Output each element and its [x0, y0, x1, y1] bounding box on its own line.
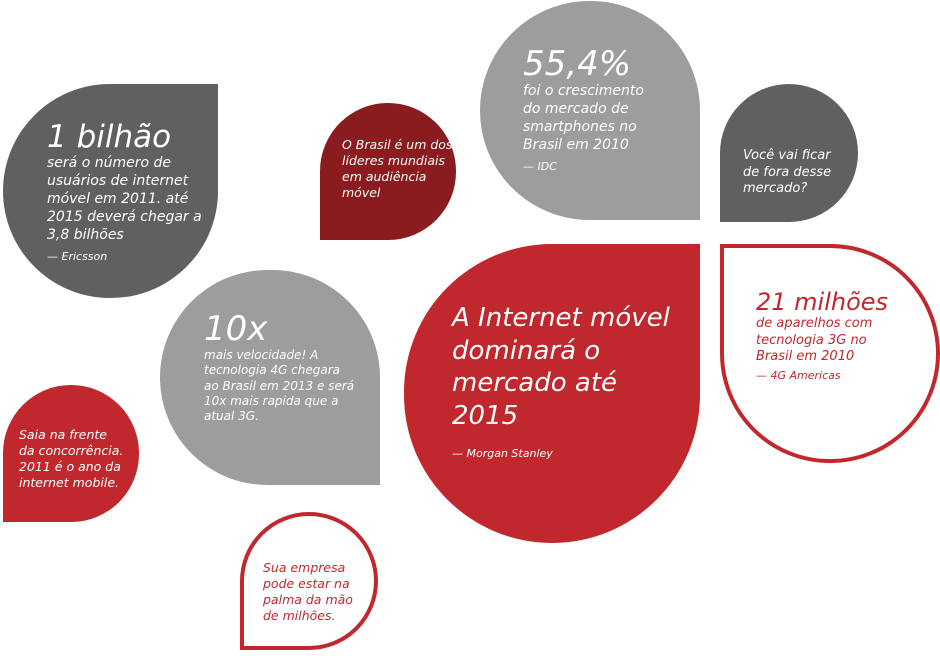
bubble-10x-headline: 10x	[204, 309, 268, 349]
bubble-lideres-line: O Brasil é um dos	[342, 137, 453, 152]
bubble-1-bilhao-line: será o número de	[47, 155, 171, 171]
bubble-21-milhoes-line: Brasil em 2010	[756, 349, 855, 365]
bubble-1-bilhao-line: 3,8 bilhões	[47, 226, 124, 243]
bubble-21-milhoes-source: — 4G Americas	[756, 368, 841, 382]
bubble-fora-line: de fora desse	[743, 164, 832, 180]
bubble-fora: Você vai ficar de fora desse mercado?	[720, 84, 858, 222]
bubble-55-4-headline: 55,4%	[523, 44, 632, 84]
bubble-10x-line: ao Brasil em 2013 e será	[204, 378, 355, 393]
bubble-1-bilhao-line: usuários de internet	[47, 172, 189, 189]
bubble-sua-empresa-line: pode estar na	[263, 576, 350, 591]
bubble-sua-empresa-line: palma da mão	[263, 592, 353, 607]
bubble-1-bilhao: 1 bilhão será o número de usuários de in…	[3, 84, 218, 298]
bubble-saia-frente-line: internet mobile.	[19, 475, 119, 490]
bubble-1-bilhao-headline: 1 bilhão	[47, 119, 172, 155]
bubble-21-milhoes: 21 milhões de aparelhos com tecnologia 3…	[720, 244, 940, 463]
bubble-10x-line: atual 3G.	[204, 409, 259, 424]
bubble-lideres-line: em audiência	[342, 169, 427, 184]
bubble-saia-frente-line: Saia na frente	[19, 427, 108, 442]
bubble-fora-line: mercado?	[743, 181, 808, 197]
bubble-1-bilhao-source: — Ericsson	[47, 249, 108, 263]
bubble-1-bilhao-line: móvel em 2011. até	[47, 190, 189, 207]
bubble-10x-line: tecnologia 4G chegara	[204, 363, 341, 378]
bubble-21-milhoes-line: de aparelhos com	[756, 316, 873, 331]
bubble-10x-line: 10x mais rapida que a	[204, 394, 339, 409]
bubble-sua-empresa-line: de milhões.	[263, 608, 336, 623]
bubble-lideres: O Brasil é um dos líderes mundiais em au…	[320, 103, 456, 240]
bubble-55-4-line: smartphones no	[523, 118, 637, 135]
bubble-10x: 10x mais velocidade! A tecnologia 4G che…	[160, 270, 380, 485]
bubble-sua-empresa: Sua empresa pode estar na palma da mão d…	[240, 512, 378, 650]
bubble-21-milhoes-line: tecnologia 3G no	[756, 332, 867, 348]
bubble-saia-frente-line: da concorrência.	[19, 443, 124, 458]
bubble-saia-frente: Saia na frente da concorrência. 2011 é o…	[3, 385, 139, 522]
bubble-lideres-line: líderes mundiais	[342, 153, 445, 168]
bubble-internet-movel-headline-line: mercado até	[452, 368, 618, 398]
bubble-internet-movel-headline-line: A Internet móvel	[452, 303, 670, 333]
bubble-sua-empresa-line: Sua empresa	[263, 560, 346, 575]
bubble-21-milhoes-headline: 21 milhões	[756, 288, 889, 316]
bubble-55-4-line: foi o crescimento	[523, 83, 644, 99]
bubble-55-4-line: do mercado de	[523, 100, 629, 117]
bubble-55-4: 55,4% foi o crescimento do mercado de sm…	[480, 1, 700, 220]
bubble-10x-line: mais velocidade! A	[204, 348, 319, 362]
bubble-fora-line: Você vai ficar	[743, 148, 831, 163]
bubble-55-4-line: Brasil em 2010	[523, 136, 629, 153]
bubble-saia-frente-line: 2011 é o ano da	[19, 459, 121, 474]
bubble-internet-movel-headline-line: dominará o	[452, 335, 601, 366]
bubble-55-4-source: — IDC	[523, 159, 557, 173]
bubble-1-bilhao-line: 2015 deverá chegar a	[47, 208, 202, 225]
bubble-internet-movel-headline-line: 2015	[452, 400, 519, 431]
bubble-internet-movel-source: — Morgan Stanley	[452, 447, 553, 460]
bubble-lideres-line: móvel	[342, 185, 381, 200]
bubble-internet-movel: A Internet móvel dominará o mercado até …	[404, 244, 700, 543]
